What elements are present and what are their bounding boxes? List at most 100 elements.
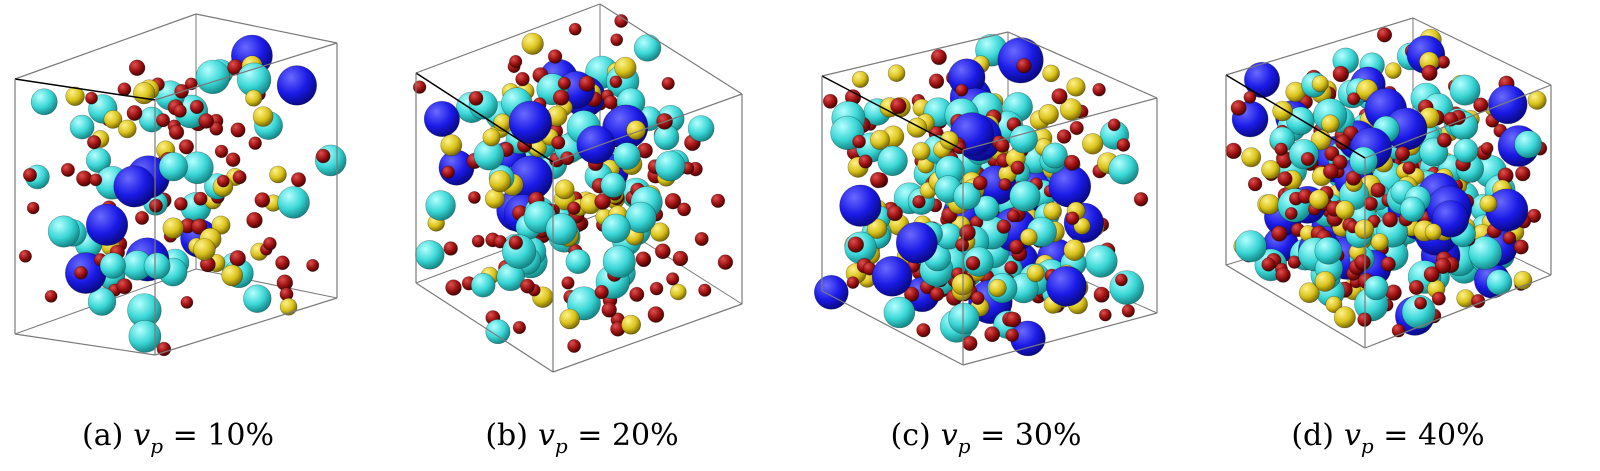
particle-sphere [69,114,95,140]
caption-equals: = [577,418,603,453]
particle-sphere [578,75,596,92]
cube-edge [552,93,743,163]
caption-subscript: p [1360,434,1374,458]
cube-edge [154,42,338,101]
particle-sphere [1244,61,1281,98]
cube-edge [962,312,1158,366]
particle-sphere [547,49,563,64]
particle-sphere [1051,88,1068,105]
particle-sphere [1081,133,1104,155]
particle-sphere [99,252,126,279]
particle-sphere [1247,176,1263,192]
particle-sphere [1005,328,1020,343]
particle-sphere [60,162,75,177]
particle-sphere [512,320,527,335]
particle-sphere [1453,138,1479,164]
particle-sphere [1376,27,1393,43]
particle-sphere [85,91,98,105]
particle-sphere [1335,200,1355,220]
caption-variable: v [940,418,958,453]
particle-sphere [1098,308,1112,322]
particle-sphere [1480,141,1494,155]
particle-sphere [245,89,263,107]
particle-sphere [650,222,670,242]
caption-a: (a) vp = 10% [82,418,274,458]
particle-sphere [1286,106,1315,136]
particle-sphere [1115,273,1128,287]
caption-label: (c) [890,418,931,453]
particle-sphere [126,105,143,121]
particle-sphere [710,193,726,208]
particle-sphere [1284,207,1298,220]
particle-sphere [995,138,1010,153]
cube-edge [1225,17,1414,76]
particle-sphere [1335,134,1351,150]
particle-sphere [554,179,575,200]
particle-sphere [485,319,511,345]
particle-sphere [1333,306,1356,329]
particle-sphere [306,258,320,272]
particle-sphere [970,291,985,306]
cube-edge [415,3,601,74]
particle-sphere [1259,194,1280,215]
caption-value: 20% [611,418,679,453]
cube-edge [962,97,1158,151]
particle-sphere [1043,201,1062,221]
particle-sphere [600,172,627,198]
particle-sphere [962,335,978,352]
particle-sphere [984,326,1001,343]
particle-sphere [225,152,241,167]
particle-sphere [629,286,645,302]
particle-sphere [1073,217,1091,235]
particle-sphere [561,276,575,290]
particle-sphere [1347,92,1361,106]
caption-subscript: p [554,434,568,458]
particle-sphere [1308,189,1329,210]
caption-label: (d) [1291,418,1334,453]
particle-sphere [415,240,445,270]
particle-sphere [221,264,244,287]
particle-sphere [184,77,198,91]
particle-sphere [135,210,150,225]
cube-edge [1364,274,1552,349]
particle-sphere [883,296,916,329]
caption-equals: = [980,418,1006,453]
particle-sphere [1116,138,1131,152]
particle-sphere [930,49,947,66]
particle-sphere [1261,257,1276,272]
particle-sphere [633,34,662,62]
particle-sphere [173,104,187,118]
particle-sphere [672,250,689,267]
particle-sphere [694,232,709,247]
particle-sphere [195,59,231,95]
particle-sphere [1325,295,1343,313]
particle-sphere [822,93,838,109]
particle-sphere [890,97,907,115]
particle-sphere [677,202,691,217]
particle-sphere [717,254,734,270]
particle-sphere [1056,129,1072,144]
caption-value: 40% [1417,418,1485,453]
particle-sphere [557,76,571,90]
particle-sphere [839,184,882,227]
particle-sphere [1321,114,1340,133]
particle-sphere [1133,192,1149,207]
particle-sphere [467,191,481,204]
particle-sphere [625,201,657,234]
particle-sphere [174,197,188,211]
particle-sphere [912,142,931,161]
particle-sphere [1008,239,1024,255]
particle-sphere [1004,260,1018,275]
particle-sphere [1041,142,1068,169]
particle-sphere [18,249,32,263]
particle-sphere [998,178,1012,191]
particle-sphere [158,152,188,182]
particle-sphere [508,100,553,145]
particle-sphere [594,193,611,210]
particle-sphere [1274,142,1288,156]
particle-sphere [1527,90,1547,110]
particle-sphere [1298,282,1320,304]
particle-sphere [609,75,623,89]
particle-sphere [866,218,888,239]
particle-sphere [903,286,920,302]
